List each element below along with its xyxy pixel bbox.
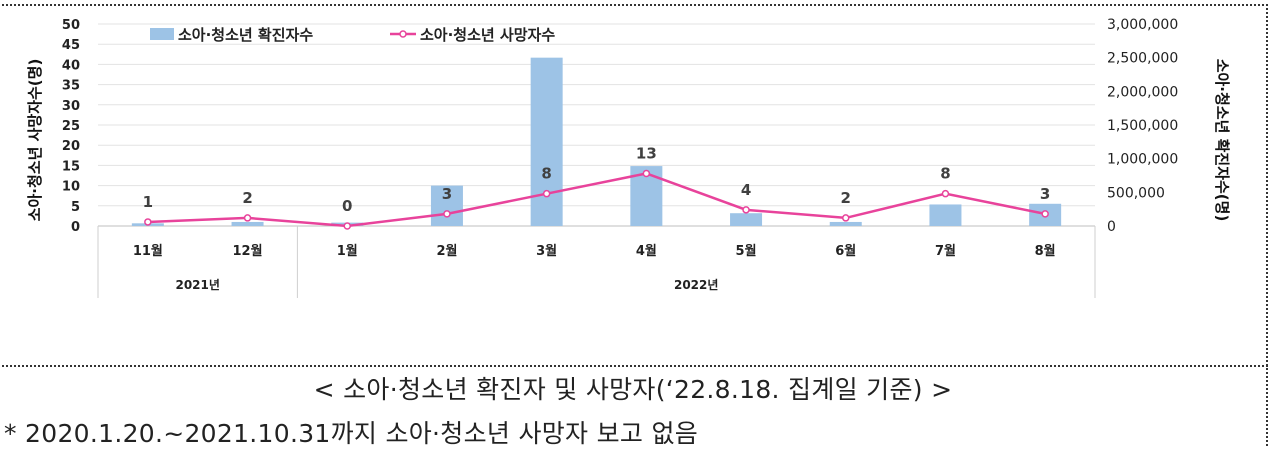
bar bbox=[929, 204, 962, 226]
data-label: 1 bbox=[143, 193, 153, 211]
death-marker bbox=[343, 222, 351, 230]
y-right-axis-title: 소아·청소년 확진자수(명) bbox=[1213, 59, 1231, 222]
y-left-tick-label: 5 bbox=[71, 200, 80, 215]
data-label: 0 bbox=[342, 197, 352, 215]
frame-right-border bbox=[1266, 4, 1268, 446]
y-left-tick-label: 45 bbox=[62, 38, 80, 53]
frame-separator bbox=[2, 365, 1268, 367]
legend-label-bar: 소아·청소년 확진자수 bbox=[178, 26, 313, 44]
death-marker bbox=[1041, 210, 1049, 218]
y-left-tick-label: 35 bbox=[62, 79, 80, 94]
x-group-label: 2022년 bbox=[674, 278, 718, 292]
y-left-tick-label: 0 bbox=[71, 220, 80, 235]
legend-swatch-marker bbox=[399, 30, 407, 38]
legend-label-line: 소아·청소년 사망자수 bbox=[420, 26, 555, 44]
x-tick-label: 4월 bbox=[636, 243, 657, 259]
frame-top-border bbox=[2, 4, 1268, 6]
x-tick-label: 2월 bbox=[436, 243, 457, 259]
data-label: 2 bbox=[841, 189, 851, 207]
x-tick-label: 12월 bbox=[233, 243, 263, 259]
y-right-tick-label: 3,000,000 bbox=[1107, 17, 1178, 33]
bar bbox=[430, 185, 463, 226]
bar bbox=[730, 213, 763, 226]
death-marker bbox=[443, 210, 451, 218]
death-line bbox=[147, 172, 1046, 228]
chart-caption: < 소아·청소년 확진자 및 사망자(‘22.8.18. 집계일 기준) > bbox=[313, 375, 953, 404]
y-right-tick-label: 0 bbox=[1107, 219, 1116, 235]
bar bbox=[829, 221, 862, 226]
death-marker bbox=[542, 189, 551, 198]
y-right-tick-label: 2,500,000 bbox=[1107, 51, 1178, 67]
legend-swatch-bar bbox=[150, 28, 174, 40]
bar bbox=[530, 57, 563, 226]
footnote: * 2020.1.20.~2021.10.31까지 소아·청소년 사망자 보고 … bbox=[4, 419, 699, 448]
data-label: 4 bbox=[741, 181, 751, 199]
death-marker bbox=[144, 218, 152, 226]
y-left-tick-label: 50 bbox=[62, 18, 80, 33]
x-tick-label: 1월 bbox=[337, 243, 358, 259]
death-marker bbox=[742, 206, 750, 214]
death-marker bbox=[642, 169, 651, 178]
x-tick-label: 3월 bbox=[536, 243, 557, 259]
y-left-tick-label: 25 bbox=[62, 119, 80, 134]
y-right-tick-label: 500,000 bbox=[1107, 185, 1165, 201]
y-left-tick-label: 40 bbox=[62, 58, 80, 73]
x-tick-label: 8월 bbox=[1035, 243, 1056, 259]
x-tick-label: 6월 bbox=[835, 243, 856, 259]
y-right-tick-label: 2,000,000 bbox=[1107, 84, 1178, 100]
death-marker bbox=[243, 214, 252, 222]
data-label: 3 bbox=[1040, 185, 1050, 203]
x-tick-label: 5월 bbox=[736, 243, 757, 259]
y-left-tick-label: 10 bbox=[62, 180, 80, 195]
data-label: 8 bbox=[940, 165, 950, 183]
x-tick-label: 11월 bbox=[133, 243, 163, 259]
y-left-tick-label: 15 bbox=[62, 159, 80, 174]
death-marker bbox=[842, 214, 850, 222]
y-left-axis-title: 소아·청소년 사망자수(명) bbox=[26, 59, 44, 222]
x-tick-label: 7월 bbox=[935, 243, 956, 259]
data-label: 2 bbox=[242, 189, 252, 207]
data-label: 13 bbox=[636, 144, 657, 162]
y-left-tick-label: 30 bbox=[62, 99, 80, 114]
y-right-tick-label: 1,500,000 bbox=[1107, 118, 1178, 134]
death-marker bbox=[941, 189, 950, 198]
bar bbox=[231, 221, 264, 226]
y-left-tick-label: 20 bbox=[62, 139, 80, 154]
y-right-tick-label: 1,000,000 bbox=[1107, 152, 1178, 168]
data-label: 8 bbox=[541, 165, 551, 183]
data-label: 3 bbox=[442, 185, 452, 203]
x-group-label: 2021년 bbox=[175, 278, 219, 292]
combo-chart: 051015202530354045500500,0001,000,0001,5… bbox=[26, 17, 1231, 298]
